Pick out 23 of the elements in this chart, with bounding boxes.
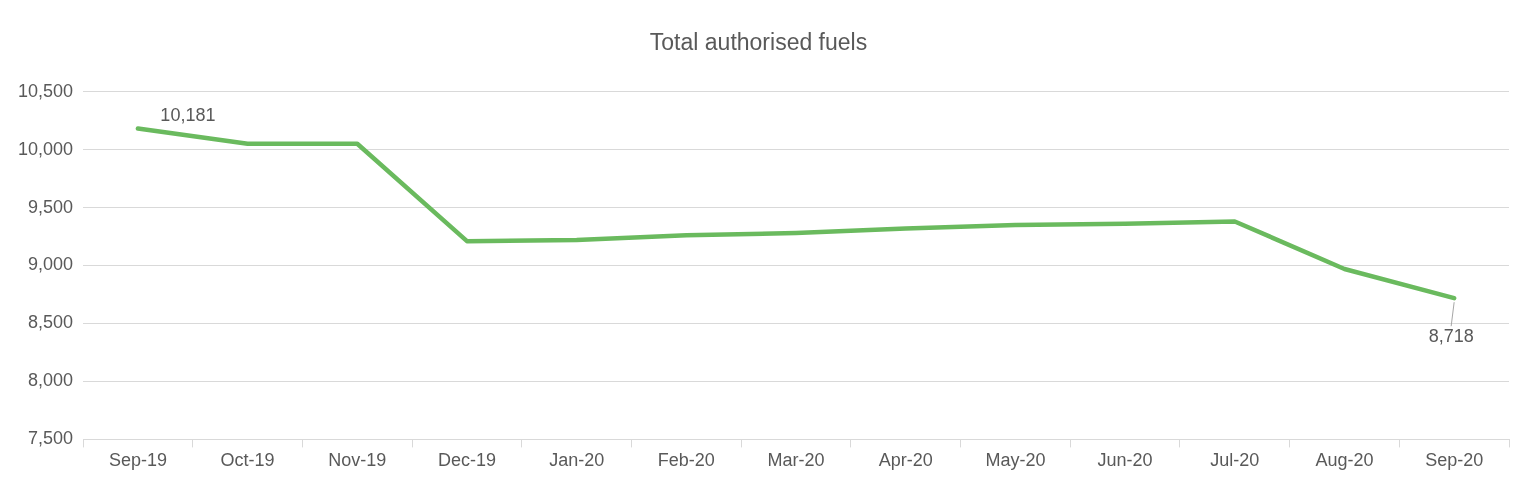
- data-label: 8,718: [1428, 326, 1474, 347]
- y-tick-label: 9,500: [28, 196, 74, 217]
- y-tick-label: 10,500: [17, 80, 74, 101]
- y-tick-label: 9,000: [28, 254, 74, 275]
- y-tick-label: 8,500: [28, 312, 74, 333]
- x-tick-label: Jun-20: [1097, 450, 1153, 471]
- x-tick-label: Oct-19: [220, 450, 275, 471]
- x-tick-label: May-20: [985, 450, 1046, 471]
- chart-title: Total authorised fuels: [649, 29, 868, 56]
- x-tick-label: Apr-20: [878, 450, 933, 471]
- y-tick-label: 10,000: [17, 138, 74, 159]
- x-tick-label: Nov-19: [328, 450, 387, 471]
- x-tick-label: Mar-20: [767, 450, 825, 471]
- data-label: 10,181: [160, 104, 216, 125]
- x-tick-label: Sep-19: [108, 450, 167, 471]
- x-tick-label: Aug-20: [1315, 450, 1374, 471]
- x-tick-label: Sep-20: [1425, 450, 1484, 471]
- x-tick-label: Jul-20: [1210, 450, 1260, 471]
- y-tick-label: 7,500: [28, 428, 74, 449]
- x-tick-label: Jan-20: [549, 450, 605, 471]
- y-tick-label: 8,000: [28, 370, 74, 391]
- x-tick-label: Feb-20: [657, 450, 715, 471]
- x-tick-label: Dec-19: [437, 450, 496, 471]
